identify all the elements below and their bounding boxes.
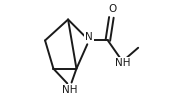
Text: N: N bbox=[85, 32, 93, 42]
Text: NH: NH bbox=[62, 85, 78, 95]
Text: NH: NH bbox=[115, 59, 130, 68]
Text: O: O bbox=[108, 4, 116, 14]
